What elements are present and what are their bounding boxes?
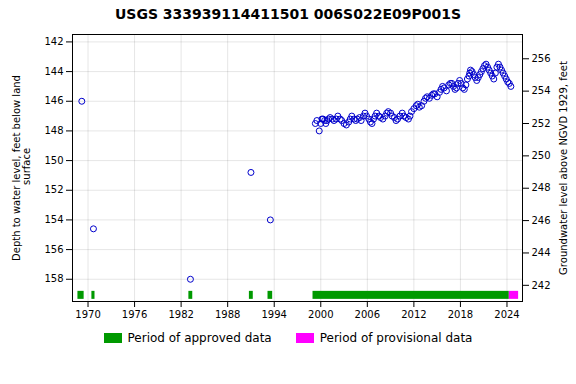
svg-text:156: 156 — [44, 244, 63, 255]
svg-text:1976: 1976 — [122, 309, 147, 320]
svg-text:152: 152 — [44, 184, 63, 195]
svg-text:148: 148 — [44, 125, 63, 136]
svg-text:Groundwater level above NGVD 1: Groundwater level above NGVD 1929, feet — [558, 61, 569, 275]
html-text:USGS 333939114411501 006S022E0: USGS 333939114411501 006S022E09P001S — [115, 6, 461, 22]
html-text:Period of provisional data: Period of provisional data — [319, 331, 473, 345]
svg-text:142: 142 — [44, 36, 63, 47]
svg-text:2012: 2012 — [401, 309, 426, 320]
svg-text:244: 244 — [532, 247, 551, 258]
svg-text:246: 246 — [532, 215, 551, 226]
svg-text:242: 242 — [532, 280, 551, 291]
svg-text:2024: 2024 — [494, 309, 519, 320]
svg-text:2006: 2006 — [355, 309, 380, 320]
svg-text:256: 256 — [532, 53, 551, 64]
svg-text:1970: 1970 — [75, 309, 100, 320]
svg-text:158: 158 — [44, 273, 63, 284]
svg-text:154: 154 — [44, 214, 63, 225]
svg-text:2018: 2018 — [448, 309, 473, 320]
html-text:Period of approved data: Period of approved data — [127, 331, 272, 345]
svg-text:Depth to water level, feet bel: Depth to water level, feet below land su… — [11, 75, 32, 261]
svg-text:144: 144 — [44, 66, 63, 77]
svg-text:1988: 1988 — [215, 309, 240, 320]
svg-text:150: 150 — [44, 155, 63, 166]
svg-text:254: 254 — [532, 85, 551, 96]
svg-text:250: 250 — [532, 150, 551, 161]
svg-text:252: 252 — [532, 118, 551, 129]
svg-text:2000: 2000 — [308, 309, 333, 320]
svg-text:146: 146 — [44, 95, 63, 106]
svg-text:1994: 1994 — [261, 309, 286, 320]
svg-text:1982: 1982 — [168, 309, 193, 320]
svg-text:248: 248 — [532, 182, 551, 193]
